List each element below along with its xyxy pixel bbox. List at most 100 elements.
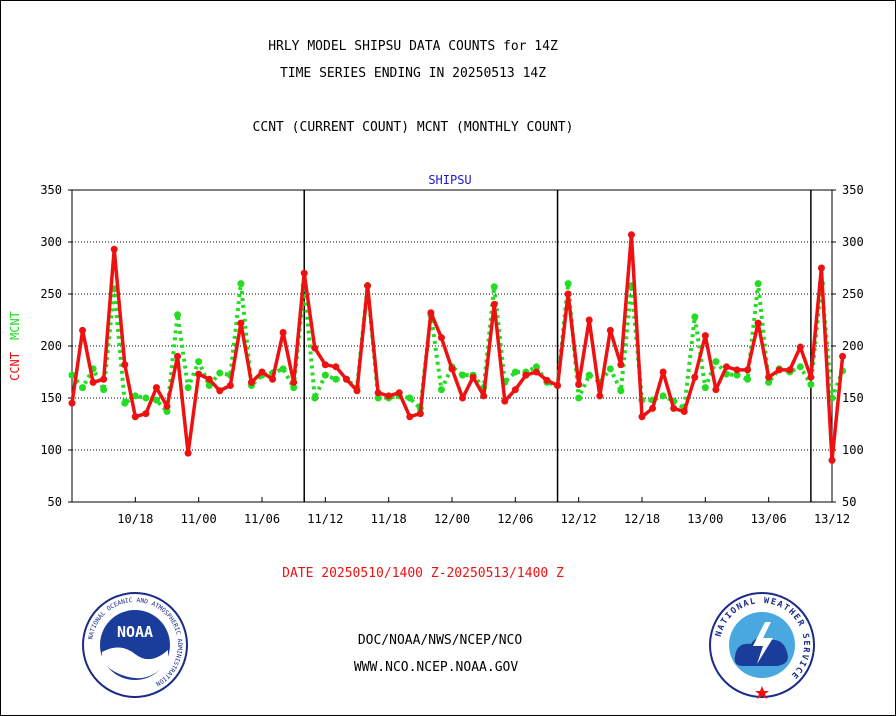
data-point-ccnt	[279, 328, 287, 336]
noaa-logo: NATIONAL OCEANIC AND ATMOSPHERIC ADMINIS…	[82, 592, 188, 698]
data-point-ccnt	[353, 387, 361, 395]
x-tick-label: 13/12	[814, 512, 850, 526]
data-point-ccnt	[205, 375, 213, 383]
date-range-label: DATE 20250510/1400 Z-20250513/1400 Z	[282, 566, 564, 581]
y-tick-label-right: 250	[842, 287, 864, 301]
data-point-ccnt	[532, 368, 540, 376]
data-series	[68, 231, 847, 464]
data-point-ccnt	[617, 361, 625, 369]
data-point-ccnt	[89, 378, 97, 386]
data-point-mcnt	[575, 394, 583, 402]
data-point-ccnt	[765, 373, 773, 381]
data-point-ccnt	[100, 375, 108, 383]
data-point-mcnt	[701, 384, 709, 392]
data-point-ccnt	[754, 319, 762, 327]
data-point-ccnt	[459, 394, 467, 402]
data-point-ccnt	[796, 343, 804, 351]
data-point-ccnt	[247, 378, 255, 386]
data-point-ccnt	[680, 408, 688, 416]
data-point-ccnt	[712, 386, 720, 394]
data-point-mcnt	[659, 392, 667, 400]
x-tick-label: 12/12	[561, 512, 597, 526]
x-tick-labels: 10/18 11/00 11/06 11/12 11/18 12/00 12/06 12/12…	[117, 497, 850, 526]
data-point-mcnt	[79, 384, 87, 392]
data-point-mcnt	[733, 371, 741, 379]
data-point-ccnt	[195, 370, 203, 378]
data-point-ccnt	[342, 375, 350, 383]
y-tick-label-left: 100	[40, 443, 62, 457]
data-point-mcnt	[163, 408, 171, 416]
data-point-ccnt	[416, 410, 424, 418]
data-point-mcnt	[195, 358, 203, 366]
noaa-wordmark: NOAA	[117, 623, 153, 641]
data-point-ccnt	[237, 319, 245, 327]
data-point-mcnt	[532, 363, 540, 371]
data-point-ccnt	[691, 373, 699, 381]
data-point-mcnt	[807, 380, 815, 388]
data-point-ccnt	[269, 375, 277, 383]
data-point-mcnt	[490, 283, 498, 291]
data-point-mcnt	[691, 313, 699, 321]
x-tick-label: 13/00	[687, 512, 723, 526]
data-point-ccnt	[670, 404, 678, 412]
y-tick-labels: 50 50 100 100 150 150 200 200 250 250 300 300 350 350	[40, 183, 863, 509]
data-point-ccnt	[839, 352, 847, 360]
data-point-ccnt	[68, 399, 76, 407]
data-point-mcnt	[290, 384, 298, 392]
data-point-ccnt	[490, 300, 498, 308]
title-line-1: HRLY MODEL SHIPSU DATA COUNTS for 14Z	[268, 39, 558, 54]
data-point-ccnt	[649, 404, 657, 412]
day-separators	[303, 190, 812, 502]
series-line-ccnt	[70, 232, 845, 463]
data-point-ccnt	[216, 387, 224, 395]
website-link[interactable]: WWW.NCO.NCEP.NOAA.GOV	[353, 660, 519, 675]
data-point-mcnt	[459, 371, 467, 379]
chart-subtitle: CCNT (CURRENT COUNT) MCNT (MONTHLY COUNT…	[252, 120, 574, 135]
data-point-ccnt	[828, 456, 836, 464]
y-tick-label-right: 150	[842, 391, 864, 405]
data-point-mcnt	[744, 375, 752, 383]
y-tick-label-right: 100	[842, 443, 864, 457]
data-point-mcnt	[765, 378, 773, 386]
data-point-mcnt	[511, 368, 519, 376]
data-point-mcnt	[321, 371, 329, 379]
data-point-ccnt	[775, 366, 783, 374]
data-point-ccnt	[511, 386, 519, 394]
data-point-ccnt	[131, 413, 139, 421]
data-point-ccnt	[722, 363, 730, 371]
data-point-ccnt	[184, 449, 192, 457]
data-point-ccnt	[427, 309, 435, 317]
data-point-ccnt	[501, 397, 509, 405]
grid-lines	[72, 241, 832, 451]
data-point-ccnt	[554, 382, 562, 390]
data-point-mcnt	[216, 369, 224, 377]
data-point-mcnt	[437, 386, 445, 394]
data-point-ccnt	[110, 245, 118, 253]
data-point-mcnt	[131, 392, 139, 400]
data-point-ccnt	[226, 382, 234, 390]
x-tick-label: 12/18	[624, 512, 660, 526]
data-point-ccnt	[659, 368, 667, 376]
data-point-ccnt	[364, 282, 372, 290]
nws-logo: NATIONAL WEATHER SERVICE	[709, 592, 815, 699]
data-point-ccnt	[522, 371, 530, 379]
data-point-mcnt	[374, 394, 382, 402]
data-point-ccnt	[395, 389, 403, 397]
data-point-mcnt	[606, 365, 614, 373]
data-point-ccnt	[596, 392, 604, 400]
data-point-ccnt	[121, 361, 129, 369]
data-point-ccnt	[385, 392, 393, 400]
data-point-ccnt	[627, 231, 635, 239]
data-point-mcnt	[142, 394, 150, 402]
y-tick-label-right: 300	[842, 235, 864, 249]
y-tick-label-left: 200	[40, 339, 62, 353]
data-point-mcnt	[152, 396, 160, 404]
x-tick-label: 11/06	[244, 512, 280, 526]
data-point-mcnt	[311, 394, 319, 402]
y-tick-label-right: 50	[842, 495, 856, 509]
data-point-mcnt	[406, 394, 414, 402]
y-tick-label-left: 250	[40, 287, 62, 301]
data-point-ccnt	[437, 334, 445, 342]
data-point-ccnt	[152, 384, 160, 392]
org-path-label: DOC/NOAA/NWS/NCEP/NCO	[357, 633, 523, 648]
